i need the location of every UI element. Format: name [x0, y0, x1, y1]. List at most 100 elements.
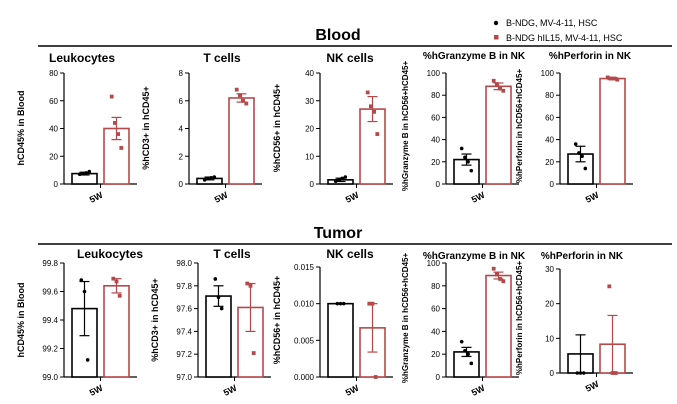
- data-point: [241, 98, 245, 103]
- y-tick-label: 98.0: [176, 259, 192, 268]
- data-point: [209, 175, 213, 180]
- panel-title: Leukocytes: [77, 247, 143, 261]
- legend-label-control: B-NDG, MV-4-11, HSC: [506, 18, 598, 28]
- bar-treated: [485, 85, 512, 185]
- chart-panel-4: %hGranzyme B in NK 0 20 40 60 80 100 %hGranzyme…: [401, 51, 526, 205]
- data-point: [491, 266, 496, 271]
- data-point: [234, 87, 239, 92]
- data-point: [613, 371, 618, 375]
- chart-panel-10: %hPerforin in NK 0 10 20 30 %hPerforin in hCD…: [515, 251, 633, 394]
- y-axis-title: %hPerforin in hCD56+hCD45+: [515, 261, 524, 376]
- data-point: [469, 361, 474, 366]
- x-category-label: 5W: [584, 190, 601, 205]
- y-tick-label: 99.4: [42, 316, 58, 325]
- data-point: [373, 375, 378, 379]
- panel-title: NK cells: [326, 247, 374, 261]
- bar-control: [71, 307, 98, 378]
- data-point: [369, 104, 373, 109]
- bar-treated: [228, 97, 255, 185]
- data-point: [580, 154, 584, 159]
- data-point: [495, 82, 499, 86]
- y-tick-label: 97.8: [176, 282, 192, 291]
- data-point: [238, 93, 242, 98]
- y-tick-label: 2: [179, 152, 184, 161]
- data-point: [583, 166, 588, 171]
- y-tick-label: 40: [49, 125, 58, 134]
- y-tick-label: 80: [545, 91, 554, 100]
- y-tick-label: 40: [431, 136, 440, 145]
- data-point: [251, 351, 256, 355]
- y-axis-title: %hPerforin in hCD56+hCD45+: [515, 69, 524, 184]
- y-tick-label: 0: [54, 180, 59, 189]
- x-category-label: 5W: [88, 383, 105, 398]
- y-tick-label: 97.0: [176, 373, 192, 382]
- y-tick-label: 20: [545, 158, 554, 167]
- x-category-label: 5W: [470, 383, 487, 398]
- panel-title: T cells: [213, 247, 251, 261]
- y-tick-label: 80: [49, 69, 58, 78]
- data-point: [248, 283, 253, 288]
- data-point: [501, 279, 506, 284]
- chart-panel-5: %hPerforin in NK 0 20 40 60 80 100 %hPerforin i…: [515, 51, 633, 205]
- data-point: [459, 146, 464, 151]
- data-point: [77, 172, 82, 177]
- bar-control: [205, 295, 232, 378]
- data-point: [216, 295, 221, 300]
- x-category-label: 5W: [344, 190, 361, 205]
- section-title-blood: Blood: [315, 27, 360, 44]
- data-point: [459, 339, 464, 344]
- y-axis-title: %hCD56+ in hCD45+: [272, 276, 282, 365]
- data-point: [335, 301, 340, 306]
- y-tick-label: 100: [427, 69, 441, 78]
- section-title-tumor: Tumor: [314, 225, 363, 242]
- y-tick-label: 20: [545, 300, 554, 309]
- y-tick-label: 97.4: [176, 327, 192, 336]
- y-tick-label: 80: [431, 282, 440, 291]
- panel-title: NK cells: [326, 51, 374, 65]
- x-category-label: 5W: [88, 190, 105, 205]
- y-tick-label: 20: [49, 152, 58, 161]
- chart-panel-9: %hGranzyme B in NK 0 20 40 60 80 100 %hGranzyme…: [401, 251, 526, 398]
- panel-title: Leukocytes: [49, 51, 115, 65]
- data-point: [367, 301, 372, 306]
- y-tick-label: 97.2: [176, 350, 192, 359]
- data-point: [612, 76, 616, 81]
- legend: B-NDG, MV-4-11, HSC B-NDG hIL15, MV-4-11…: [493, 18, 623, 43]
- data-point: [81, 171, 85, 176]
- panel-title: %hGranzyme B in NK: [423, 251, 526, 262]
- data-point: [498, 277, 502, 281]
- y-axis-title: hCD45% in Blood: [16, 282, 26, 357]
- y-tick-label: 60: [545, 113, 554, 122]
- y-axis-title: %hGranzyme B in hCD56+hCD45+: [401, 61, 410, 192]
- data-point: [343, 175, 348, 179]
- y-tick-label: 99.0: [42, 373, 58, 382]
- y-tick-label: 99.8: [42, 259, 58, 268]
- chart-panel-2: T cells 0 2 4 6 8 %hCD3+ in hCD45+ 5W: [141, 51, 262, 205]
- x-category-label: 5W: [470, 190, 487, 205]
- chart-panel-1: Leukocytes 0 20 40 60 80 hCD45% in Blood 5W: [16, 51, 137, 205]
- x-category-label: 5W: [222, 383, 239, 398]
- y-tick-label: 40: [305, 69, 314, 78]
- chart-panel-6: Leukocytes 99.0 99.2 99.4 99.6 99.8 hCD45% in …: [16, 247, 143, 398]
- data-point: [85, 358, 90, 362]
- data-point: [206, 176, 210, 181]
- data-point: [575, 371, 580, 375]
- data-point: [117, 293, 122, 298]
- data-point: [113, 121, 117, 125]
- y-tick-label: 0.000: [294, 373, 315, 382]
- y-tick-label: 0: [179, 180, 184, 189]
- data-point: [578, 371, 583, 375]
- data-point: [109, 94, 114, 99]
- data-point: [337, 178, 341, 182]
- data-point: [609, 76, 613, 81]
- y-tick-label: 6: [179, 97, 184, 106]
- data-point: [615, 77, 620, 82]
- data-point: [466, 160, 470, 164]
- y-tick-label: 0: [550, 369, 555, 378]
- data-point: [491, 78, 496, 83]
- bar-treated: [485, 274, 512, 378]
- y-tick-label: 4: [179, 125, 184, 134]
- data-point: [607, 284, 612, 289]
- data-point: [244, 101, 249, 106]
